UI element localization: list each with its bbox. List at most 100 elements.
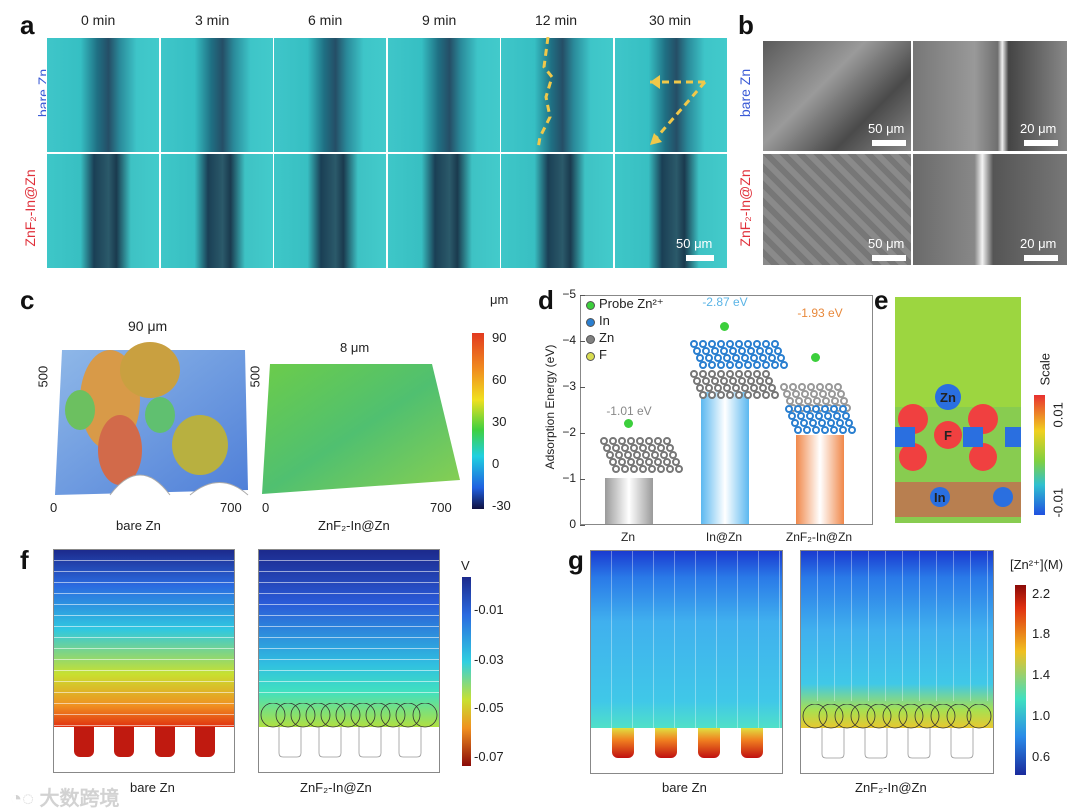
- y-tick-label: −5: [562, 287, 576, 301]
- time-label: 12 min: [535, 12, 578, 28]
- atom-icon: [830, 426, 838, 434]
- scale-bar-label: 20 μm: [1020, 121, 1057, 136]
- scale-bar: [872, 140, 906, 146]
- legend-marker-icon: [586, 301, 595, 310]
- colorbar-tick: 0.6: [1032, 749, 1051, 764]
- legend-label: In: [599, 313, 610, 328]
- legend-label: F: [599, 347, 607, 362]
- colorbar-tick: 1.8: [1032, 626, 1051, 641]
- atom-icon: [735, 361, 743, 369]
- panel-g-label: g: [568, 545, 584, 575]
- micrograph-bare-zn: [46, 37, 160, 153]
- caption-znf2-in-zn: ZnF₂-In@Zn: [318, 518, 390, 533]
- row-label-bare-zn: bare Zn: [737, 68, 753, 118]
- dendrite-arrows: [536, 37, 707, 150]
- micrograph-znf2-in-zn: [614, 153, 728, 269]
- micrograph-znf2-in-zn: [46, 153, 160, 269]
- atom-icon: [708, 361, 716, 369]
- panel-a-label: a: [20, 10, 35, 40]
- atom-icon: [848, 426, 856, 434]
- atom-icon: [666, 465, 674, 473]
- x-tick-label: ZnF₂-In@Zn: [785, 530, 853, 544]
- charge-density-map: [895, 297, 1021, 523]
- atom-icon: [762, 361, 770, 369]
- colorbar-tick: 90: [492, 330, 507, 345]
- bar-1: [701, 391, 749, 524]
- panel-c-label: c: [20, 285, 35, 315]
- micrograph-bare-zn: [500, 37, 614, 153]
- sem-image: [912, 40, 1068, 152]
- colorbar-unit: μm: [490, 292, 509, 307]
- atom-icon: [794, 426, 802, 434]
- y-tick: [580, 341, 585, 342]
- panel-d-label: d: [538, 285, 554, 315]
- concentration-map-bare-zn: [590, 550, 783, 774]
- atom-label-f: F: [944, 428, 952, 443]
- potential-map-znf2-in-zn: [258, 549, 440, 773]
- watermark-text: 大数跨境: [39, 788, 120, 810]
- atom-icon: [780, 361, 788, 369]
- atom-icon: [657, 465, 665, 473]
- colorbar-tick: -0.03: [474, 652, 504, 667]
- caption-bare-zn: bare Zn: [662, 780, 707, 795]
- potential-map-bare-zn: [53, 549, 235, 773]
- colorbar-tick: -0.01: [474, 602, 504, 617]
- data-label: -1.01 eV: [606, 403, 652, 418]
- colorbar-tick: -30: [492, 498, 511, 513]
- axis-label: 0: [262, 500, 270, 515]
- sem-image: [762, 153, 912, 266]
- y-tick: [580, 525, 585, 526]
- y-tick-label: −3: [562, 379, 576, 393]
- atom-icon: [726, 361, 734, 369]
- micrograph-znf2-in-zn: [160, 153, 274, 269]
- atom-icon: [630, 465, 638, 473]
- scale-bar-label: 50 μm: [676, 236, 713, 251]
- colorbar-title: Scale: [1037, 352, 1053, 386]
- time-label: 30 min: [649, 12, 692, 28]
- atom-icon: [812, 426, 820, 434]
- atom-icon: [726, 391, 734, 399]
- atom-icon: [753, 391, 761, 399]
- time-label: 6 min: [308, 12, 343, 28]
- data-label: -2.87 eV: [702, 294, 748, 309]
- scale-bar: [1024, 140, 1058, 146]
- colorbar: [462, 577, 471, 766]
- colorbar-tick: -0.07: [474, 749, 504, 764]
- micrograph-znf2-in-zn: [387, 153, 501, 269]
- colorbar-tick: 1.4: [1032, 667, 1051, 682]
- colorbar: [1015, 585, 1026, 775]
- x-tick-label: Zn: [620, 530, 635, 544]
- atom-icon: [612, 465, 620, 473]
- scale-bar-label: 50 μm: [868, 236, 905, 251]
- scale-bar: [872, 255, 906, 261]
- colorbar-tick: 2.2: [1032, 586, 1051, 601]
- caption-bare-zn: bare Zn: [116, 518, 161, 533]
- colorbar-tick: -0.01: [1050, 487, 1066, 518]
- surface-3d-bare: [55, 342, 249, 496]
- probe-zn-icon: [720, 322, 729, 331]
- y-tick: [580, 479, 585, 480]
- row-label-znf2-in-zn: ZnF₂-In@Zn: [22, 169, 38, 247]
- legend-marker-icon: [586, 335, 595, 344]
- legend-marker-icon: [586, 318, 595, 327]
- y-tick-label: 0: [569, 517, 576, 531]
- atom-icon: [717, 361, 725, 369]
- atom-icon: [675, 465, 683, 473]
- atom-icon: [639, 465, 647, 473]
- watermark-logo: ◔◌ 大数跨境: [10, 788, 120, 810]
- atom-icon: [744, 361, 752, 369]
- scale-bar-label: 50 μm: [868, 121, 905, 136]
- colorbar-tick: -0.05: [474, 700, 504, 715]
- atom-icon: [771, 361, 779, 369]
- y-tick: [580, 433, 585, 434]
- atom-icon: [839, 426, 847, 434]
- atom-icon: [771, 391, 779, 399]
- sem-image: [912, 153, 1068, 266]
- data-label: -1.93 eV: [797, 306, 843, 321]
- y-tick-label: −2: [562, 425, 576, 439]
- legend-label: Zn: [599, 330, 615, 345]
- micrograph-znf2-in-zn: [273, 153, 387, 269]
- colorbar-tick: 60: [492, 372, 507, 387]
- legend-marker-icon: [586, 352, 595, 361]
- colorbar: [472, 333, 484, 509]
